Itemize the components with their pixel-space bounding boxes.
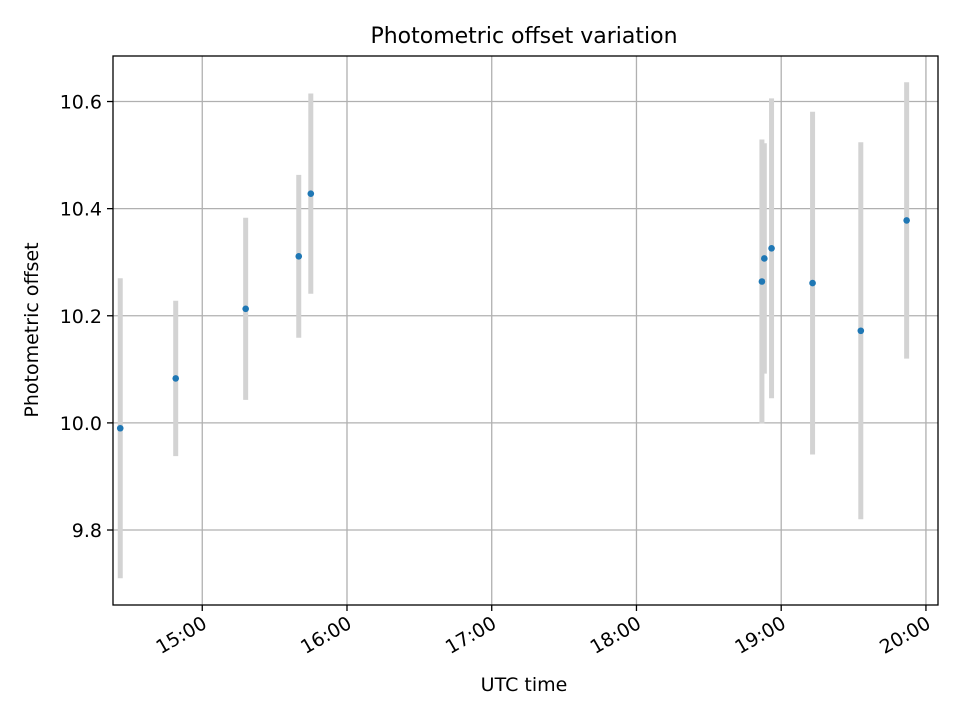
y-tick-label: 10.6: [60, 92, 102, 114]
y-tick-label: 9.8: [72, 520, 102, 542]
data-points: [116, 190, 910, 432]
y-tick-label: 10.2: [60, 306, 102, 328]
data-point: [172, 375, 180, 382]
y-tick-label: 10.0: [60, 413, 102, 435]
data-point: [116, 424, 124, 432]
grid-lines: [113, 56, 938, 605]
y-tick-label: 10.4: [60, 199, 102, 221]
data-point: [903, 217, 910, 224]
data-point: [307, 190, 315, 197]
data-point: [242, 305, 249, 313]
data-point: [768, 244, 775, 252]
x-axis-label: UTC time: [481, 674, 568, 696]
y-axis-label: Photometric offset: [21, 242, 43, 417]
data-point: [295, 253, 303, 260]
data-point: [809, 279, 816, 287]
data-point: [761, 255, 768, 262]
chart-title: Photometric offset variation: [370, 24, 677, 49]
data-point: [857, 327, 865, 335]
plot-frame: [112, 55, 939, 606]
data-point: [758, 278, 766, 285]
